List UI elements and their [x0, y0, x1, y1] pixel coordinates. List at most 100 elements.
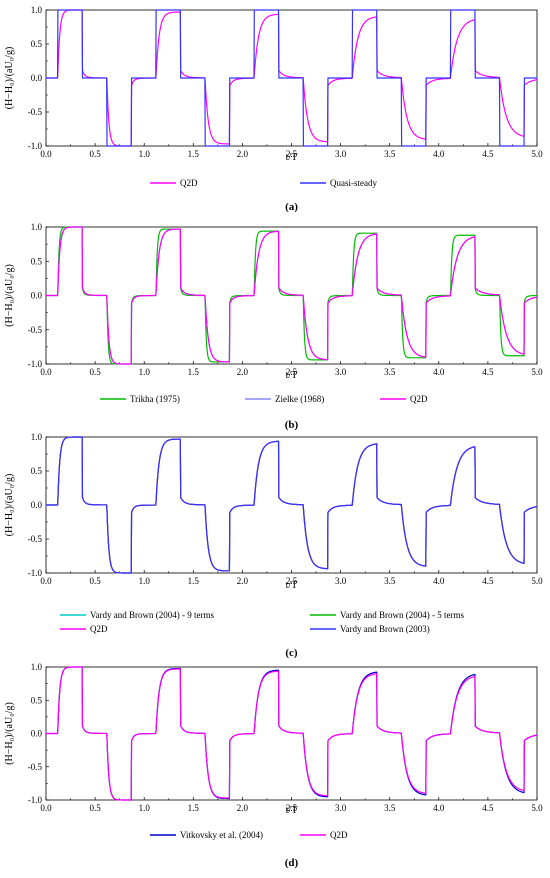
chart-panel-4: 0.0 0.5 1.0 1.5 2.0 2.5 3.0 3.5 4.0 4.5 5.0 -1.0 -0.…: [4, 662, 543, 869]
x-tick-label: 5.0: [531, 367, 543, 377]
x-tick-label: 3.0: [335, 576, 347, 586]
series-line: [45, 436, 538, 574]
x-tick-label: 4.5: [482, 367, 494, 377]
x-tick-label: 2.0: [237, 367, 249, 377]
x-tick-label: 0.5: [89, 367, 101, 377]
x-tick-label: 5.0: [531, 803, 543, 813]
chart-panel-2: 0.0 0.5 1.0 1.5 2.0 2.5 3.0 3.5 4.0 4.5 5.0 -1.0 -0.…: [4, 222, 543, 431]
series-line: [45, 666, 538, 801]
y-tick-label: -1.0: [28, 359, 43, 369]
x-tick-label: 0.5: [89, 149, 101, 159]
y-tick-label: -1.0: [28, 795, 43, 805]
legend-label: Vardy and Brown (2004) - 9 terms: [90, 610, 214, 620]
x-tick-label: 0.5: [89, 803, 101, 813]
legend-label: Q2D: [180, 178, 198, 188]
x-tick-label: 3.0: [335, 803, 347, 813]
x-tick-label: 4.5: [482, 576, 494, 586]
legend-label: Q2D: [410, 394, 428, 404]
x-tick-label: 1.0: [139, 367, 151, 377]
x-tick-label: 1.5: [188, 576, 200, 586]
x-axis-label: t/T: [286, 370, 298, 381]
y-tick-label: -0.5: [28, 325, 43, 335]
y-tick-label: 0.0: [31, 291, 43, 301]
y-axis-label: (H−H₀)/(aU₀/g): [4, 474, 15, 537]
x-tick-label: 3.0: [335, 149, 347, 159]
x-axis-label: t/T: [286, 805, 298, 816]
legend: Q2D Quasi-steady: [150, 178, 377, 188]
x-tick-label: 4.5: [482, 149, 494, 159]
x-tick-label: 5.0: [531, 576, 543, 586]
y-tick-label: 0.0: [31, 729, 43, 739]
x-tick-label: 0.0: [40, 576, 52, 586]
x-tick-label: 2.0: [237, 149, 249, 159]
y-tick-label: 1.0: [31, 432, 43, 442]
y-tick-label: 1.0: [31, 662, 43, 672]
x-tick-label: 2.0: [237, 576, 249, 586]
y-tick-label: -0.5: [28, 534, 43, 544]
x-tick-label: 2.5: [286, 367, 298, 377]
y-tick-label: 1.0: [31, 222, 43, 232]
panel-caption: (d): [285, 857, 299, 869]
y-axis-label: (H−H₀)/(aU₀/g): [4, 702, 15, 765]
y-tick-label: 0.5: [31, 466, 43, 476]
x-tick-label: 2.0: [237, 803, 249, 813]
legend: Trikha (1975) Zielke (1968) Q2D: [100, 394, 428, 404]
x-tick-label: 3.5: [384, 803, 396, 813]
x-tick-label: 4.0: [433, 803, 445, 813]
y-axis-label: (H−H₀)/(aU₀/g): [4, 47, 15, 110]
series-line: [45, 436, 538, 574]
panel-caption: (c): [285, 647, 298, 659]
x-tick-label: 4.0: [433, 367, 445, 377]
y-tick-label: 1.0: [31, 5, 43, 15]
x-tick-label: 1.5: [188, 367, 200, 377]
legend-label: Vardy and Brown (2003): [340, 624, 430, 634]
legend-label: Quasi-steady: [330, 178, 377, 188]
x-tick-label: 3.5: [384, 576, 396, 586]
series-line: [45, 226, 538, 365]
x-tick-label: 0.0: [40, 367, 52, 377]
x-tick-label: 3.5: [384, 367, 396, 377]
y-tick-label: 0.5: [31, 256, 43, 266]
panel-caption: (b): [285, 419, 299, 431]
legend-label: Q2D: [90, 624, 108, 634]
y-tick-label: 0.5: [31, 695, 43, 705]
x-tick-label: 4.0: [433, 149, 445, 159]
x-tick-label: 1.0: [139, 576, 151, 586]
x-tick-label: 3.5: [384, 149, 396, 159]
y-tick-label: -0.5: [28, 762, 43, 772]
panel-caption: (a): [285, 201, 298, 213]
y-tick-label: -0.5: [28, 107, 43, 117]
x-tick-label: 5.0: [531, 149, 543, 159]
plot-frame: [45, 436, 538, 574]
series-line: [45, 666, 538, 801]
x-axis-label: t/T: [286, 580, 298, 591]
legend-label: Zielke (1968): [275, 394, 324, 404]
x-axis-label: t/T: [286, 152, 298, 163]
x-tick-label: 4.5: [482, 803, 494, 813]
series-line: [45, 226, 538, 365]
series-line: [45, 9, 538, 147]
legend-label: Vitkovsky et al. (2004): [180, 830, 263, 840]
chart-panel-1: 0.0 0.5 1.0 1.5 2.0 2.5 3.0 3.5 4.0 4.5 5.0 -1.0 -0.…: [4, 5, 543, 213]
y-tick-label: 0.5: [31, 39, 43, 49]
x-tick-label: 4.0: [433, 576, 445, 586]
plot-frame: [45, 666, 538, 801]
legend-label: Q2D: [330, 830, 348, 840]
x-tick-label: 0.5: [89, 576, 101, 586]
x-tick-label: 2.5: [286, 803, 298, 813]
x-tick-label: 1.0: [139, 803, 151, 813]
x-tick-label: 1.0: [139, 149, 151, 159]
y-tick-label: -1.0: [28, 141, 43, 151]
y-tick-label: -1.0: [28, 568, 43, 578]
x-tick-label: 1.5: [188, 149, 200, 159]
series-line: [45, 436, 538, 574]
x-tick-label: 0.0: [40, 149, 52, 159]
y-axis-label: (H−H₀)/(aU₀/g): [4, 264, 15, 327]
x-tick-label: 2.5: [286, 576, 298, 586]
x-tick-label: 2.5: [286, 149, 298, 159]
x-tick-label: 1.5: [188, 803, 200, 813]
legend: Vardy and Brown (2004) - 9 terms Vardy an…: [60, 610, 464, 634]
x-tick-label: 0.0: [40, 803, 52, 813]
y-tick-label: 0.0: [31, 73, 43, 83]
y-tick-label: 0.0: [31, 500, 43, 510]
